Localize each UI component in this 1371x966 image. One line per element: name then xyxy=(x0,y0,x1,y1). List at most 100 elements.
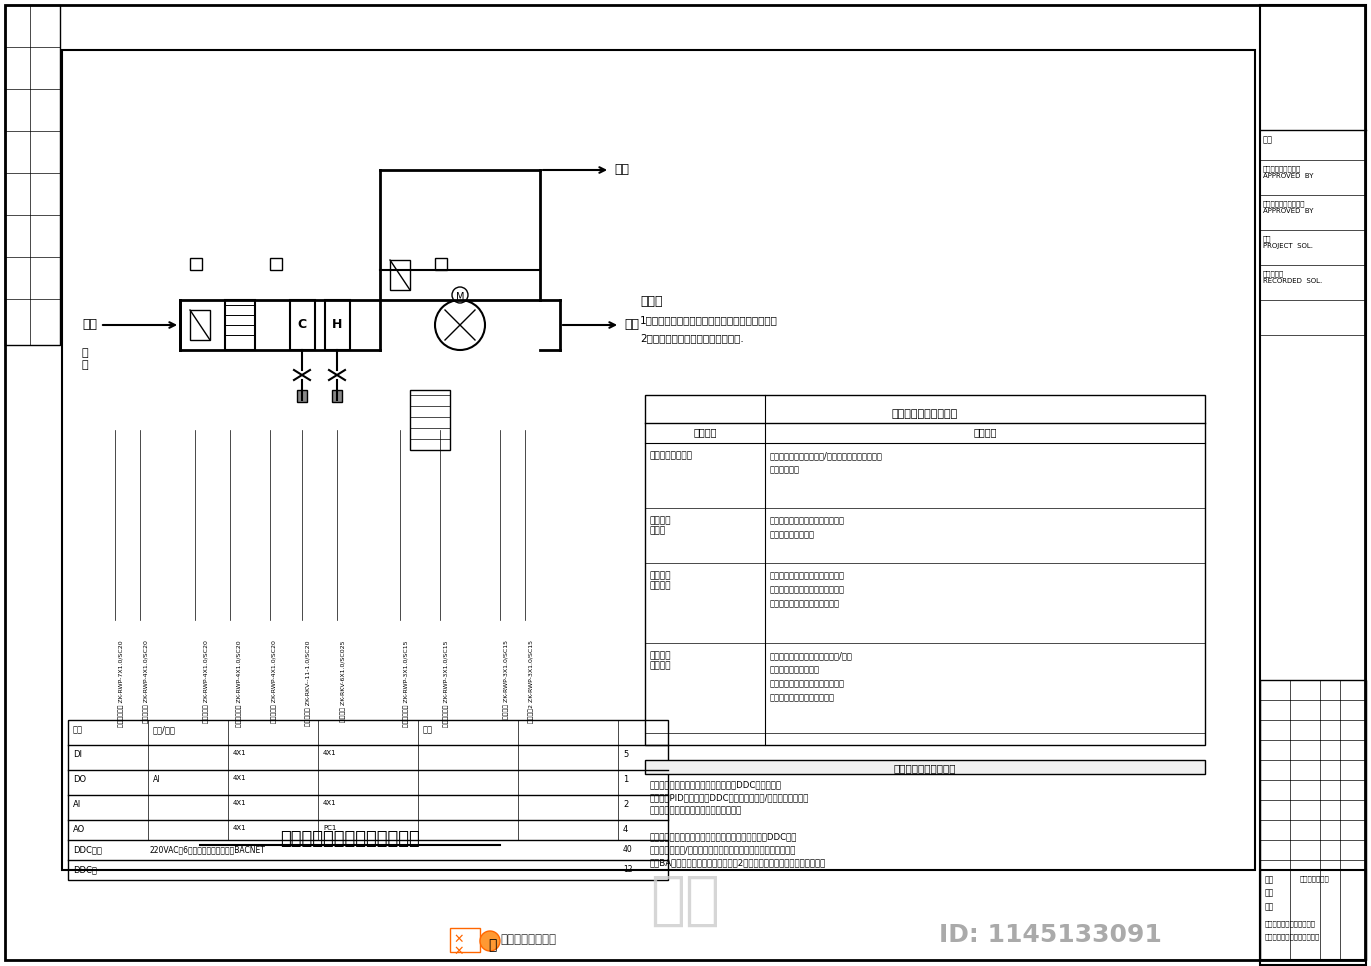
Text: 风机启停状态 ZK-RWP-3X1.0/SC15: 风机启停状态 ZK-RWP-3X1.0/SC15 xyxy=(403,640,409,726)
Text: 回风温度调节 ZK-RWP-4X1.0/SC20: 回风温度调节 ZK-RWP-4X1.0/SC20 xyxy=(236,640,241,726)
Bar xyxy=(450,928,480,952)
Text: 室外空气温度度传感器检测室外（新风）温度，进经DDC根据: 室外空气温度度传感器检测室外（新风）温度，进经DDC根据 xyxy=(650,832,798,841)
Text: 4X1: 4X1 xyxy=(233,800,247,806)
Bar xyxy=(191,258,202,270)
Text: 2: 2 xyxy=(622,800,628,809)
Text: 🤖: 🤖 xyxy=(488,938,496,952)
Text: 空调机组主要监控功能: 空调机组主要监控功能 xyxy=(893,409,958,419)
Text: 回风温度2 ZK-RWP-3X1.0/SC15: 回风温度2 ZK-RWP-3X1.0/SC15 xyxy=(528,640,533,723)
Bar xyxy=(1260,870,1366,960)
Bar xyxy=(291,300,315,350)
Text: 冷水调节阀 ZK-RWP-4X1.0/SC20: 冷水调节阀 ZK-RWP-4X1.0/SC20 xyxy=(271,640,277,723)
Text: 图别: 图别 xyxy=(1265,875,1274,884)
Text: DO: DO xyxy=(73,775,86,784)
Bar xyxy=(410,390,450,450)
Text: 5: 5 xyxy=(622,750,628,759)
Text: 4X1: 4X1 xyxy=(233,775,247,781)
Text: 控制方法: 控制方法 xyxy=(973,427,997,437)
Text: 监理
PROJECT  SOL.: 监理 PROJECT SOL. xyxy=(1263,235,1313,248)
Text: 阀、新风阀自动关闭。: 阀、新风阀自动关闭。 xyxy=(771,665,820,674)
Text: 送风: 送风 xyxy=(624,318,639,331)
Text: 四管制空调机系统监控原理图: 四管制空调机系统监控原理图 xyxy=(1265,933,1320,940)
Bar xyxy=(270,258,282,270)
Bar xyxy=(62,920,1252,960)
Text: 4X1: 4X1 xyxy=(233,825,247,831)
Text: 电工自动化检测控制工
APPROVED  BY: 电工自动化检测控制工 APPROVED BY xyxy=(1263,200,1313,213)
Text: 40: 40 xyxy=(622,845,633,854)
Text: 甲: 甲 xyxy=(82,360,89,370)
Text: 室外温度探测 ZK-RWP-7X1.0/SC20: 室外温度探测 ZK-RWP-7X1.0/SC20 xyxy=(118,640,123,726)
Text: 保护：风机启动后，高差形压差过: 保护：风机启动后，高差形压差过 xyxy=(771,679,845,688)
Text: 时间表，定时启停机组、普通设计: 时间表，定时启停机组、普通设计 xyxy=(771,585,845,594)
Text: 设计: 设计 xyxy=(1263,135,1274,144)
Text: 知末: 知末 xyxy=(650,871,720,928)
Text: M: M xyxy=(457,292,465,302)
Text: DI: DI xyxy=(73,750,82,759)
Text: 室外温度调整新/回风阀开度，减少新风处理量，达到节能目的。: 室外温度调整新/回风阀开度，减少新风处理量，达到节能目的。 xyxy=(650,845,797,854)
Text: 施工管理员
RECORDED  SOL.: 施工管理员 RECORDED SOL. xyxy=(1263,270,1322,284)
Text: 新风加湿 ZK-RKV-6X1.0/SC025: 新风加湿 ZK-RKV-6X1.0/SC025 xyxy=(340,640,345,722)
Text: 12: 12 xyxy=(622,865,632,874)
Bar xyxy=(644,760,1205,774)
Text: 回风温度自动调节: 回风温度自动调节 xyxy=(650,451,692,460)
Text: H: H xyxy=(332,318,343,331)
Bar xyxy=(1260,5,1366,965)
Text: DDC数: DDC数 xyxy=(73,865,97,874)
Text: 1: 1 xyxy=(622,775,628,784)
Text: 新风阀调节 ZK-RWP-4X1.0/SC20: 新风阀调节 ZK-RWP-4X1.0/SC20 xyxy=(143,640,148,723)
Text: 根据回风温度自动调节冷/热水阀开度，保证回风温: 根据回风温度自动调节冷/热水阀开度，保证回风温 xyxy=(771,451,883,460)
Text: 打开智能写作助手: 打开智能写作助手 xyxy=(500,933,557,946)
Text: 1、本图适用于带回风的四管制空调机组的监控。: 1、本图适用于带回风的四管制空调机组的监控。 xyxy=(640,315,777,325)
Bar xyxy=(435,258,447,270)
Text: 空气过滤器两端压差过大时报警，: 空气过滤器两端压差过大时报警， xyxy=(771,516,845,525)
Text: 楼宇暖通空调自动控制系统: 楼宇暖通空调自动控制系统 xyxy=(1265,920,1316,926)
Text: 低时故障报警，并联锁停机。: 低时故障报警，并联锁停机。 xyxy=(771,693,835,702)
Text: 过滤器堵
塞报警: 过滤器堵 塞报警 xyxy=(650,516,672,535)
Text: 根据事先排定的工作及节假日作息: 根据事先排定的工作及节假日作息 xyxy=(771,571,845,580)
Text: 机组定时
启停控制: 机组定时 启停控制 xyxy=(650,571,672,590)
Text: ✕: ✕ xyxy=(452,945,463,958)
Text: 4X1: 4X1 xyxy=(324,750,337,756)
Bar xyxy=(325,300,350,350)
Bar xyxy=(644,395,1205,745)
Bar xyxy=(69,720,668,880)
Text: 回风温度传感器检测到回风温度，进经DDC与设定值比: 回风温度传感器检测到回风温度，进经DDC与设定值比 xyxy=(650,780,781,789)
Text: AI: AI xyxy=(73,800,81,809)
Text: 4X1: 4X1 xyxy=(324,800,337,806)
Text: 日期: 日期 xyxy=(1265,902,1274,911)
Text: 整个BA系统中室外温度传感器数量为2只，所采集的温度为所有机组共用。: 整个BA系统中室外温度传感器数量为2只，所采集的温度为所有机组共用。 xyxy=(650,858,827,867)
Text: 四管制空调机系统监控原理图: 四管制空调机系统监控原理图 xyxy=(280,830,420,848)
Text: 提醒专员及时更换。: 提醒专员及时更换。 xyxy=(771,530,814,539)
Text: 送风温度 ZK-RWP-3X1.0/SC15: 送风温度 ZK-RWP-3X1.0/SC15 xyxy=(503,640,509,719)
Circle shape xyxy=(452,287,468,303)
Text: 较，根据PID运算结果，DDC输出信号控制冷/热水电动调节阀的: 较，根据PID运算结果，DDC输出信号控制冷/热水电动调节阀的 xyxy=(650,793,809,802)
Text: 电工自动化检测控制
APPROVED  BY: 电工自动化检测控制 APPROVED BY xyxy=(1263,165,1313,179)
Bar xyxy=(332,390,341,402)
Text: 2、本图仅表示单台空调机组的监控.: 2、本图仅表示单台空调机组的监控. xyxy=(640,333,743,343)
Text: 软件联锁
保护控制: 软件联锁 保护控制 xyxy=(650,651,672,670)
Bar xyxy=(298,390,307,402)
Text: 热水调节阀 ZK-RKV--11-1.0/SC20: 热水调节阀 ZK-RKV--11-1.0/SC20 xyxy=(304,640,311,725)
Bar xyxy=(1260,680,1366,960)
Text: 空调机组主要监控原理: 空调机组主要监控原理 xyxy=(894,763,956,773)
Text: 开度，使回风温度保持在所要求的范围。: 开度，使回风温度保持在所要求的范围。 xyxy=(650,806,742,815)
Text: 回风: 回风 xyxy=(614,163,629,176)
Bar xyxy=(225,300,255,350)
Text: AO: AO xyxy=(73,825,85,834)
Text: AI: AI xyxy=(154,775,160,784)
Text: 暖通自控施工图: 暖通自控施工图 xyxy=(1300,875,1330,882)
Text: 度为设定值。: 度为设定值。 xyxy=(771,465,801,474)
Text: DDC点数: DDC点数 xyxy=(73,845,101,854)
Text: 图号: 图号 xyxy=(1265,888,1274,897)
Text: 监控内容: 监控内容 xyxy=(694,427,717,437)
Text: 点数: 点数 xyxy=(424,725,433,734)
Text: 机组工作时间，提示末端工作。: 机组工作时间，提示末端工作。 xyxy=(771,599,840,608)
Text: ID: 1145133091: ID: 1145133091 xyxy=(939,923,1161,947)
Text: C: C xyxy=(298,318,306,331)
Text: 4: 4 xyxy=(622,825,628,834)
Text: 新风: 新风 xyxy=(82,318,97,331)
Circle shape xyxy=(480,931,500,951)
Text: 风机运行状态 ZK-RWP-3X1.0/SC15: 风机运行状态 ZK-RWP-3X1.0/SC15 xyxy=(443,640,448,726)
Text: 输入/输出: 输入/输出 xyxy=(154,725,175,734)
Text: 说明：: 说明： xyxy=(640,295,662,308)
